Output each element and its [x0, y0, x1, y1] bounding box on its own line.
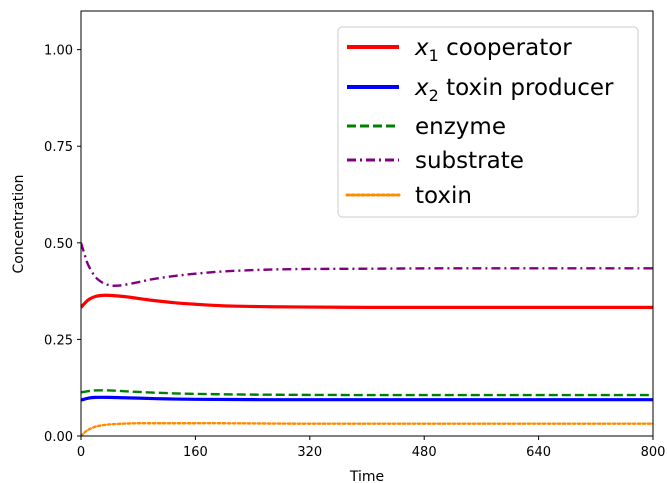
x-tick-label: 640 [526, 445, 551, 460]
series-line-x2-toxin-producer [81, 395, 653, 402]
legend-label-toxin: toxin [415, 183, 472, 209]
y-axis-label: Concentration [11, 174, 27, 273]
legend-label-substrate: substrate [415, 148, 524, 174]
y-tick-label: 0.75 [44, 140, 73, 155]
axis-layer: 0 160 320 480 640 800 0.00 0.25 0.50 0.75 1.00 [44, 44, 665, 460]
y-tick-label: 0.25 [44, 333, 73, 348]
x-tick-label: 480 [412, 445, 437, 460]
x-tick-label: 0 [77, 445, 85, 460]
legend: x1 cooperator x2 toxin producer enzyme subs… [337, 26, 639, 218]
series-line-x1-cooperator [81, 293, 653, 309]
plot-frame [80, 10, 654, 437]
y-tick-label: 1.00 [44, 44, 73, 59]
series-line-enzyme [81, 389, 653, 397]
y-tick-label: 0.50 [44, 237, 73, 252]
x-tick-label: 320 [297, 445, 322, 460]
x-tick-label: 160 [183, 445, 208, 460]
series-line-substrate [81, 242, 653, 287]
legend-frame [337, 26, 639, 218]
y-tick-label: 0.00 [44, 430, 73, 445]
series-line-toxin [81, 422, 653, 436]
legend-label-enzyme: enzyme [415, 114, 506, 140]
legend-label-x2-toxin-producer: x2 toxin producer [414, 75, 614, 105]
legend-label-x1-cooperator: x1 cooperator [414, 35, 572, 65]
x-axis-label: Time [349, 469, 384, 483]
series-layer [81, 242, 653, 436]
x-tick-label: 800 [641, 445, 666, 460]
